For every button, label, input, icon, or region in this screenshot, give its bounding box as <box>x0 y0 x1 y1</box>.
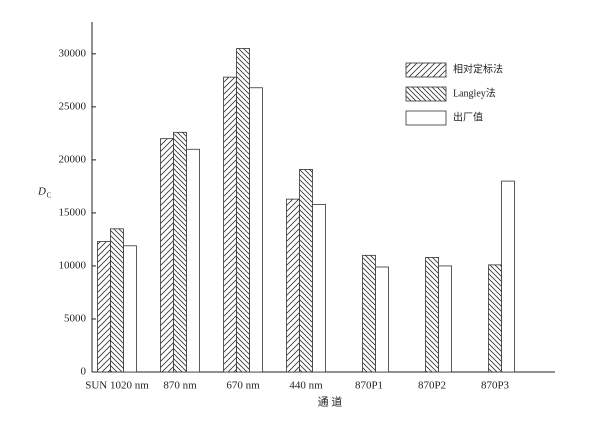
bar <box>299 169 313 373</box>
legend-swatch <box>405 62 447 78</box>
bar <box>375 266 389 373</box>
y-tick-label: 30000 <box>59 47 87 59</box>
x-tick-label: 440 nm <box>289 380 323 392</box>
legend-label: 相对定标法 <box>453 62 503 75</box>
x-tick-label: 870P1 <box>355 380 383 392</box>
bar <box>123 245 137 373</box>
bar <box>249 87 263 373</box>
x-tick-label: 670 nm <box>226 380 260 392</box>
legend-label: Langley法 <box>453 86 496 99</box>
bar <box>97 241 111 373</box>
y-tick-label: 20000 <box>59 153 87 165</box>
legend-label: 出厂值 <box>453 110 483 123</box>
bar <box>110 228 124 373</box>
bar <box>425 257 439 373</box>
legend-swatch <box>405 110 447 126</box>
bar <box>501 180 515 373</box>
x-axis-label: 通 道 <box>318 395 343 409</box>
y-axis-label: D <box>37 186 46 198</box>
y-tick-label: 10000 <box>59 259 87 271</box>
y-tick-label: 0 <box>81 366 87 378</box>
x-tick-label: 870 nm <box>163 380 197 392</box>
bar <box>286 198 300 373</box>
bar <box>173 131 187 373</box>
bar <box>223 76 237 373</box>
y-axis-label-sub: C <box>47 192 52 200</box>
bar <box>236 48 250 373</box>
bar <box>438 265 452 373</box>
bar <box>312 204 326 373</box>
x-tick-label: 870P3 <box>481 380 510 392</box>
y-tick-label: 15000 <box>59 206 87 218</box>
bar <box>186 148 200 373</box>
x-tick-label: SUN 1020 nm <box>85 380 149 392</box>
bar <box>160 138 174 373</box>
y-tick-label: 5000 <box>64 313 87 325</box>
x-tick-label: 870P2 <box>418 380 446 392</box>
y-tick-label: 25000 <box>59 100 87 112</box>
legend-swatch <box>405 86 447 102</box>
bar <box>488 264 502 373</box>
bar <box>362 254 376 373</box>
